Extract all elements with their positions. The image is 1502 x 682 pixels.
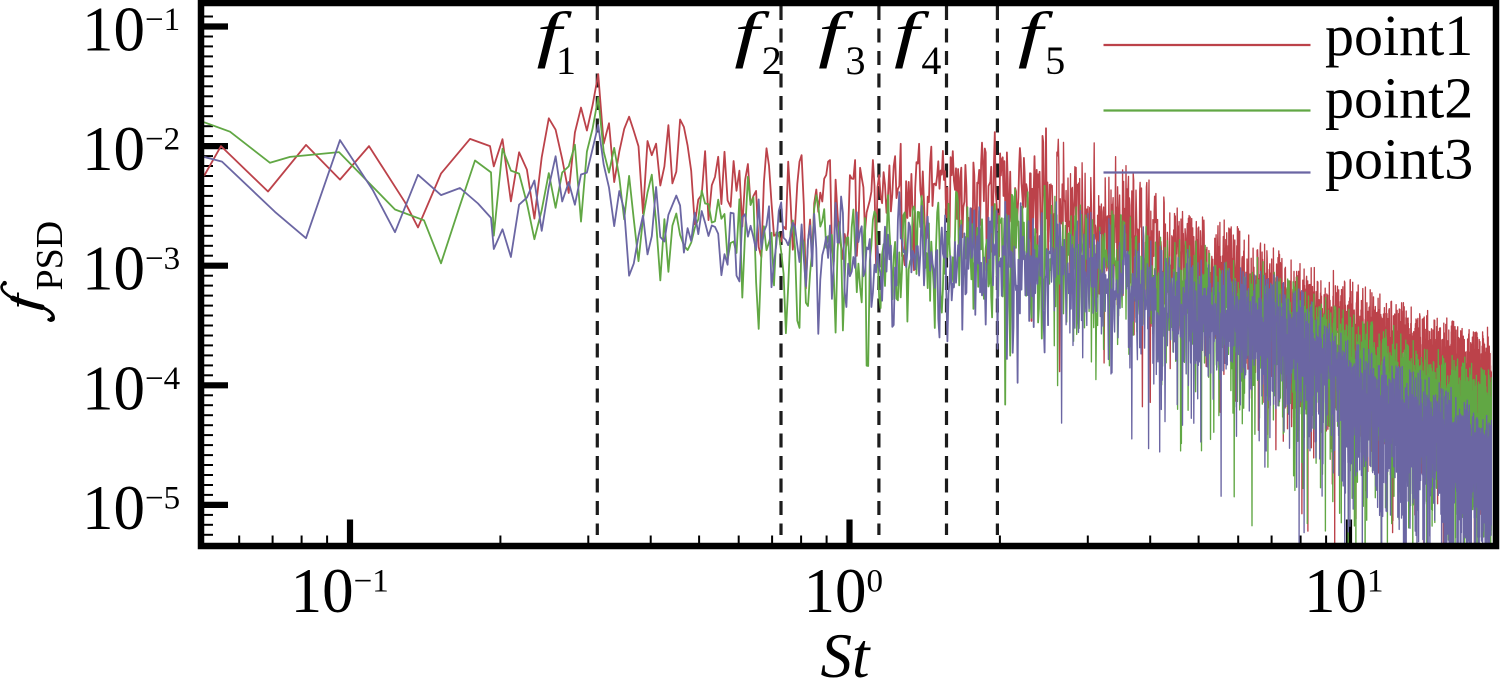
svg-text:10−1: 10−1 xyxy=(82,0,180,65)
svg-text:2: 2 xyxy=(762,38,782,83)
svg-text:100: 100 xyxy=(804,556,884,626)
svg-text:3: 3 xyxy=(846,38,866,83)
svg-text:1: 1 xyxy=(556,38,576,83)
svg-text:point1: point1 xyxy=(1325,3,1473,68)
svg-text:10−3: 10−3 xyxy=(82,234,180,304)
svg-text:St: St xyxy=(820,621,871,682)
svg-text:4: 4 xyxy=(921,38,941,83)
svg-text:5: 5 xyxy=(1045,38,1065,83)
svg-text:point3: point3 xyxy=(1325,127,1473,192)
svg-text:10−2: 10−2 xyxy=(82,114,180,184)
svg-text:10−5: 10−5 xyxy=(82,473,180,543)
svg-text:10−1: 10−1 xyxy=(291,556,389,626)
svg-text:PSD: PSD xyxy=(29,221,71,291)
svg-text:point2: point2 xyxy=(1325,66,1473,131)
svg-text:101: 101 xyxy=(1304,556,1384,626)
svg-text:10−4: 10−4 xyxy=(82,353,180,423)
